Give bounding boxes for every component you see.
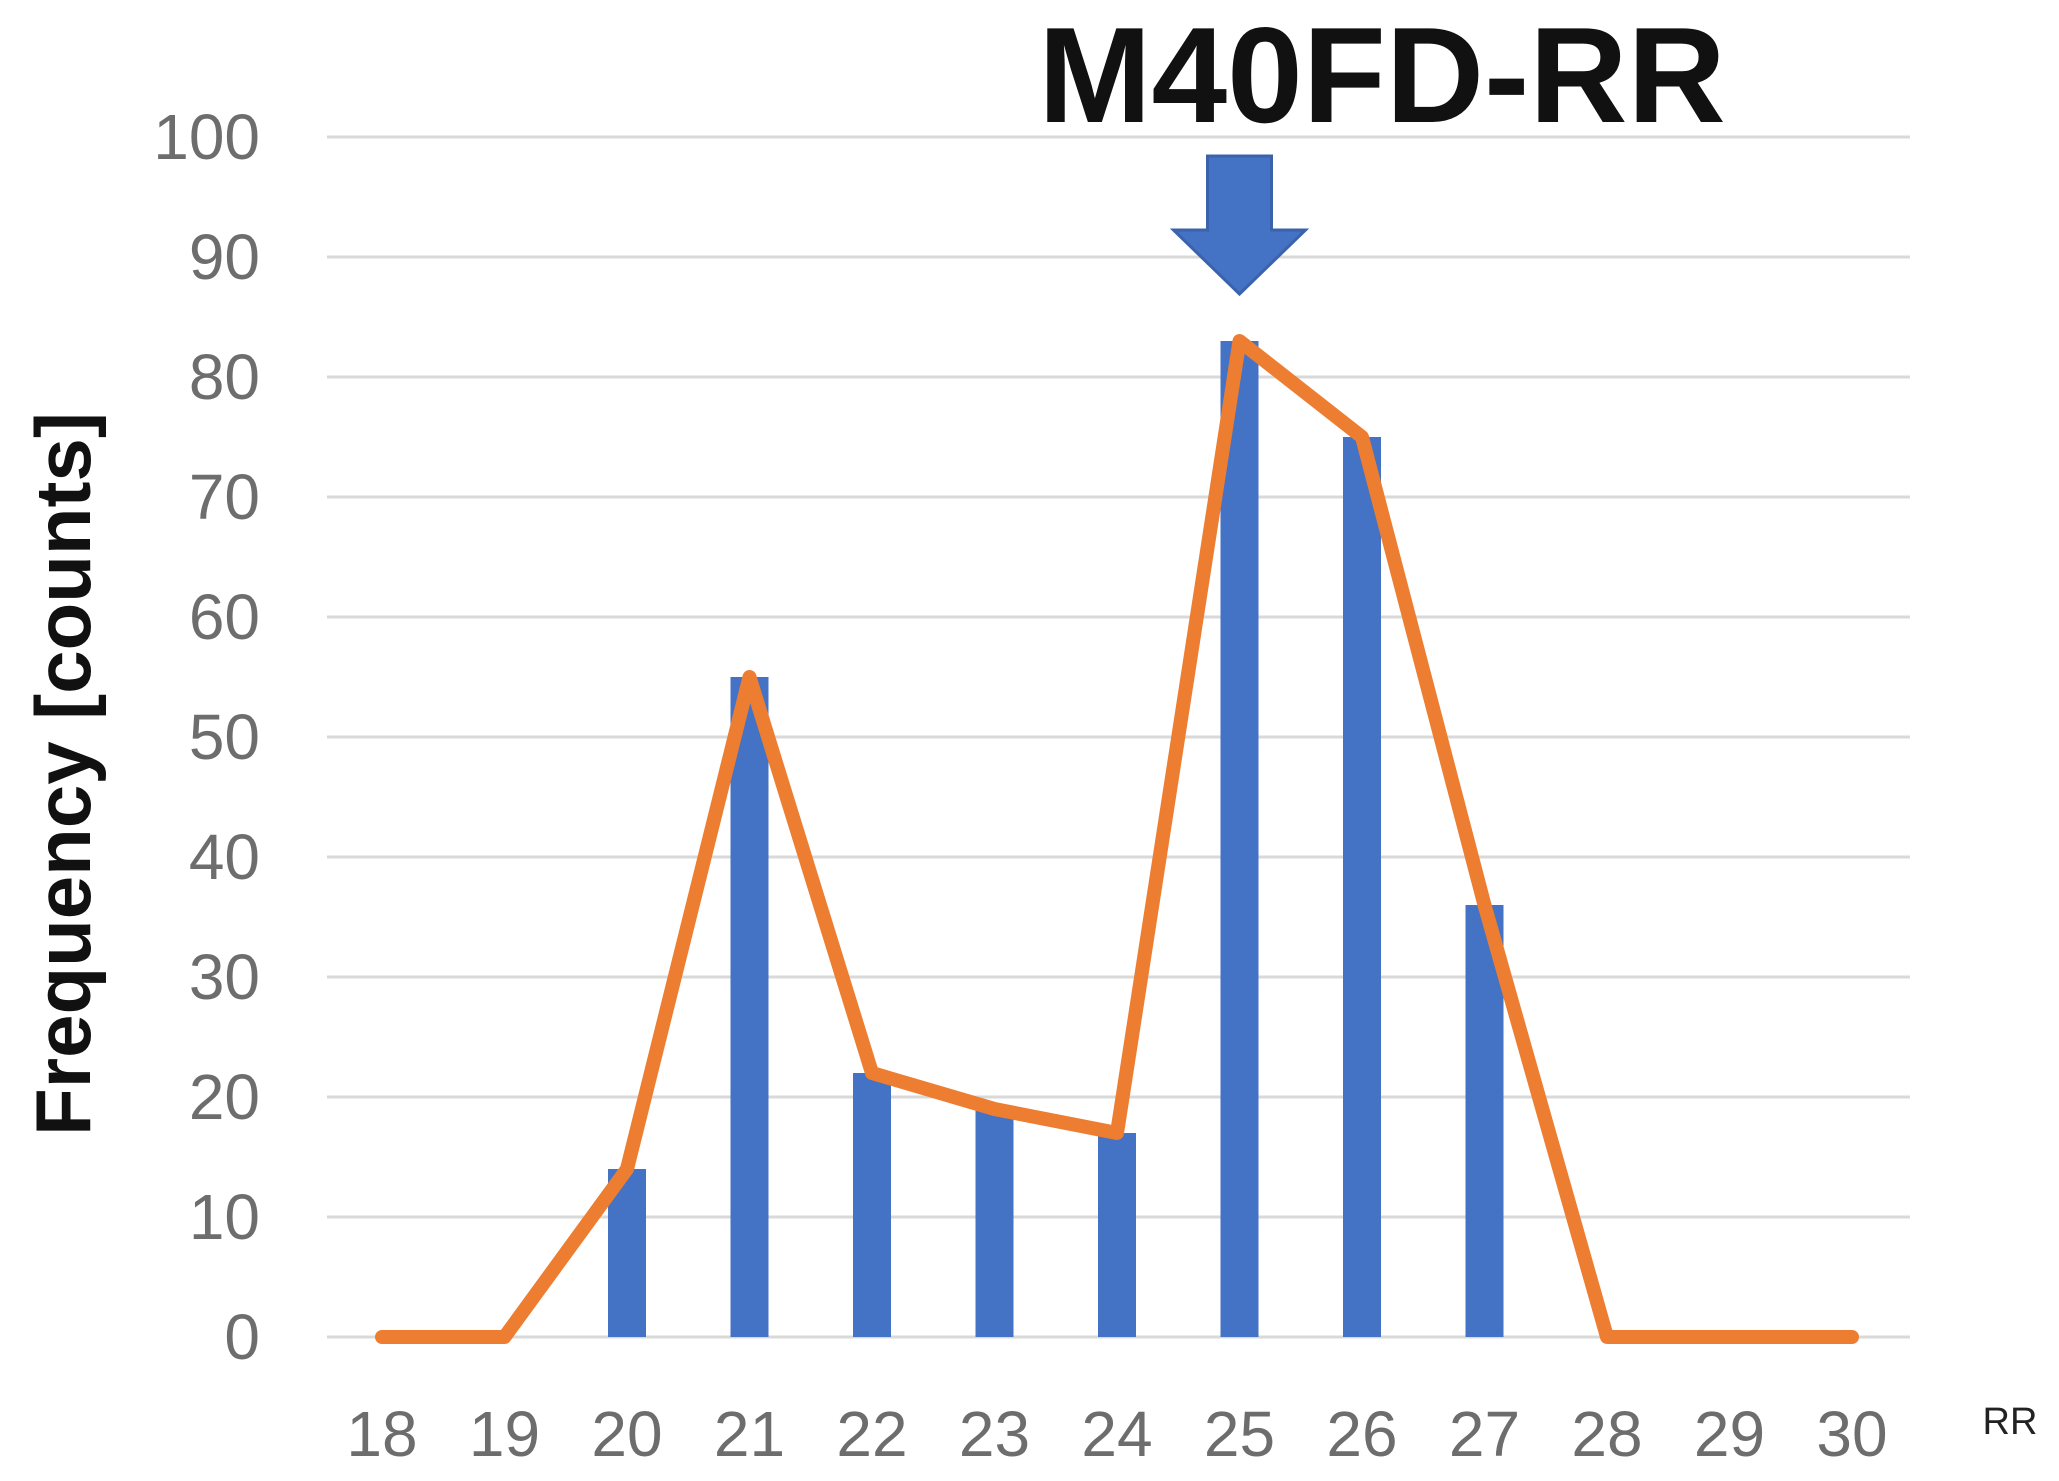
x-tick-label: 27 bbox=[1449, 1398, 1520, 1470]
bar bbox=[975, 1109, 1014, 1337]
x-tick-label: 19 bbox=[469, 1398, 540, 1470]
y-tick-label: 0 bbox=[224, 1301, 260, 1373]
bar bbox=[1220, 341, 1259, 1337]
y-tick-label: 60 bbox=[189, 581, 260, 653]
x-tick-label: 30 bbox=[1816, 1398, 1887, 1470]
x-tick-label: 21 bbox=[714, 1398, 785, 1470]
x-tick-label: 26 bbox=[1326, 1398, 1397, 1470]
y-axis-label: Frequency [counts] bbox=[19, 412, 107, 1136]
bar bbox=[853, 1073, 891, 1337]
y-tick-label: 20 bbox=[189, 1061, 260, 1133]
y-tick-label: 10 bbox=[189, 1181, 260, 1253]
bar bbox=[1465, 905, 1504, 1337]
x-tick-label: 20 bbox=[591, 1398, 662, 1470]
bar bbox=[1343, 437, 1381, 1337]
x-axis-ticks: 18 19 20 21 22 23 24 25 26 27 28 29 30 bbox=[346, 1398, 1887, 1470]
y-tick-label: 70 bbox=[189, 461, 260, 533]
series-line bbox=[375, 334, 1859, 1344]
y-tick-label: 50 bbox=[189, 701, 260, 773]
y-tick-label: 40 bbox=[189, 821, 260, 893]
x-tick-label: 22 bbox=[836, 1398, 907, 1470]
y-tick-label: 80 bbox=[189, 341, 260, 413]
x-axis-label: RR bbox=[1983, 1401, 2038, 1443]
down-arrow-icon bbox=[1169, 154, 1310, 297]
x-tick-label: 25 bbox=[1204, 1398, 1275, 1470]
line-series bbox=[375, 334, 1859, 1344]
x-tick-label: 29 bbox=[1694, 1398, 1765, 1470]
x-tick-label: 23 bbox=[959, 1398, 1030, 1470]
bar bbox=[730, 677, 769, 1337]
y-axis-ticks: 0 10 20 30 40 50 60 70 80 90 100 bbox=[153, 101, 260, 1373]
y-tick-label: 100 bbox=[153, 101, 260, 173]
y-tick-label: 30 bbox=[189, 941, 260, 1013]
annotation-label: M40FD-RR bbox=[1038, 0, 1726, 151]
y-tick-label: 90 bbox=[189, 221, 260, 293]
x-tick-label: 24 bbox=[1081, 1398, 1152, 1470]
x-tick-label: 28 bbox=[1571, 1398, 1642, 1470]
x-tick-label: 18 bbox=[346, 1398, 417, 1470]
bar bbox=[1098, 1133, 1136, 1337]
